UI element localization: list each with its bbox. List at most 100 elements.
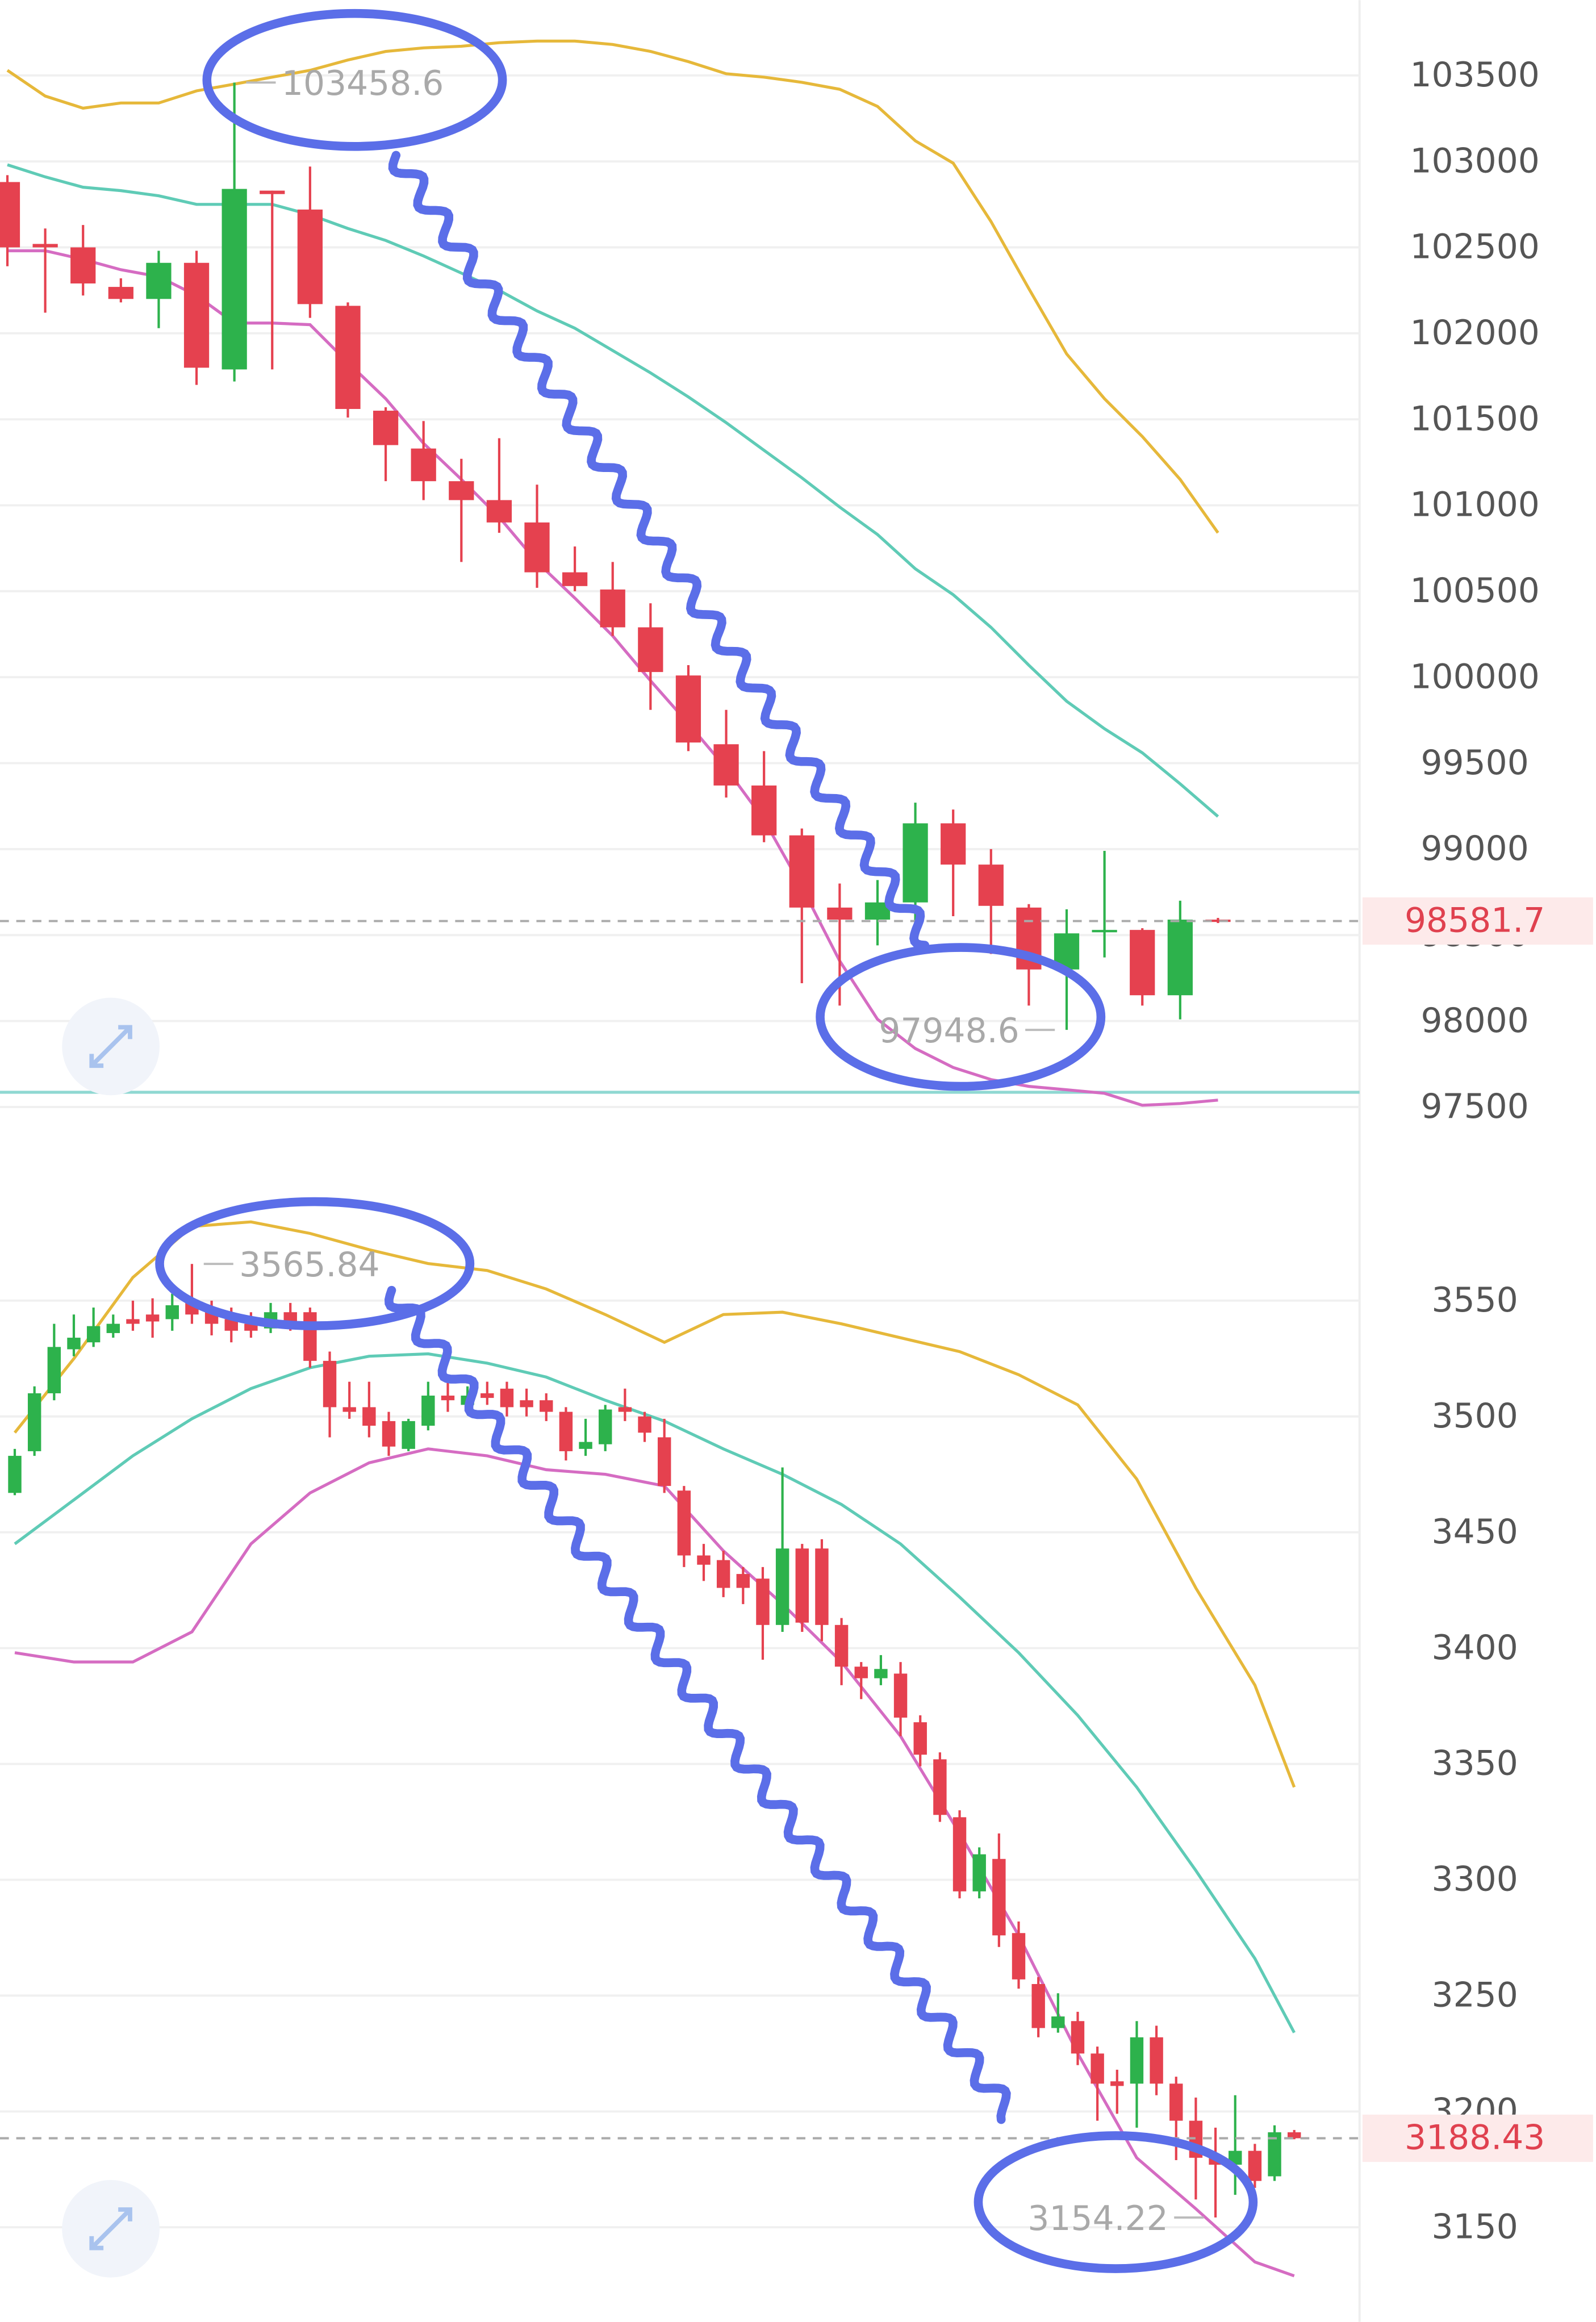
candle-body [1130, 2037, 1144, 2084]
candle-body [520, 1400, 533, 1408]
candle-body [736, 1574, 750, 1588]
candle-body [1130, 930, 1155, 996]
candle-body [70, 247, 96, 284]
candle-body [1150, 2037, 1163, 2084]
candle-body [1091, 2053, 1104, 2084]
y-tick-label: 101000 [1410, 485, 1539, 525]
candle-body [789, 835, 814, 908]
highlight-circle [202, 9, 507, 151]
candle-body [411, 448, 436, 482]
last-price-label: 3188.43 [1405, 2118, 1545, 2158]
candle-body [86, 1326, 101, 1343]
candle-body [775, 1548, 789, 1625]
y-tick-label: 99500 [1420, 743, 1528, 783]
candle-body [500, 1388, 514, 1408]
band-line [7, 163, 1219, 818]
y-tick-label: 103000 [1410, 141, 1539, 181]
candle-body [362, 1407, 376, 1426]
candle-body [145, 1314, 160, 1322]
candle-body [638, 627, 663, 673]
candle-body [8, 1456, 22, 1493]
candle-body [32, 244, 58, 248]
candle-body [952, 1817, 967, 1891]
candle-body [449, 481, 474, 500]
candle-body [1012, 1933, 1026, 1979]
candle-body [941, 823, 966, 865]
marks-layer: 103458.6 97948.6 98581.7 3565.84 3154.22 3188… [0, 39, 1593, 2278]
y-tick-label: 100000 [1410, 657, 1539, 696]
candle-body [933, 1759, 947, 1815]
candle-body [297, 209, 323, 304]
candle-body [222, 189, 247, 370]
max-label: 3565.84 [239, 1245, 379, 1285]
y-tick-label: 3250 [1432, 1976, 1518, 2015]
y-tick-label: 3300 [1432, 1860, 1518, 1899]
candle-body [677, 1490, 691, 1556]
candle-body [697, 1555, 711, 1565]
candle-body [486, 500, 512, 523]
candle-body [756, 1578, 770, 1625]
candle-body [67, 1338, 81, 1350]
candle-body [1071, 2021, 1085, 2054]
candle-body [1051, 2016, 1065, 2028]
expand-button[interactable] [62, 2179, 160, 2278]
candle-body [260, 190, 285, 194]
band-line [13, 1220, 1296, 1788]
candle-body [1110, 2081, 1124, 2086]
candle-body [675, 675, 701, 743]
candle-body [224, 1319, 238, 1331]
hand-drawn-arrow [388, 151, 930, 950]
candle-body [579, 1442, 592, 1449]
min-label: 97948.6 [879, 1011, 1019, 1051]
candle-body [106, 1323, 120, 1333]
y-tick-label: 97500 [1420, 1087, 1528, 1126]
y-tick-label: 3150 [1432, 2207, 1518, 2246]
candle-body [1268, 2132, 1281, 2177]
expand-icon [89, 1025, 132, 1068]
candle-body [342, 1407, 356, 1412]
candle-body [382, 1421, 396, 1447]
candle-body [638, 1416, 651, 1433]
y-tick-label: 98000 [1420, 1001, 1528, 1041]
candle-body [1167, 920, 1193, 996]
candle-body [244, 1323, 258, 1331]
candle-body [323, 1360, 337, 1408]
candle-body [373, 411, 399, 445]
expand-icon [89, 2207, 132, 2250]
candle-body [657, 1437, 671, 1486]
candle-body [0, 182, 20, 248]
candle-body [1205, 920, 1231, 922]
highlight-circle [155, 1197, 475, 1330]
candle-body [893, 1673, 908, 1718]
candle-body [27, 1393, 41, 1451]
candle-body [481, 1393, 494, 1398]
candle-body [47, 1347, 61, 1393]
candle-body [716, 1560, 730, 1588]
candle-body [713, 744, 739, 786]
candle-body [834, 1624, 849, 1667]
y-tick-label: 101500 [1410, 399, 1539, 438]
y-tick-label: 3450 [1432, 1512, 1518, 1552]
candle-body [146, 262, 172, 299]
candle-body [402, 1421, 415, 1449]
y-tick-label: 103500 [1410, 55, 1539, 95]
y-tick-label: 100500 [1410, 571, 1539, 611]
candle-body [854, 1667, 868, 1678]
candle-body [1169, 2083, 1183, 2121]
candle-body [992, 1859, 1006, 1936]
candle-body [1287, 2132, 1301, 2139]
highlight-circle [974, 2131, 1258, 2273]
y-tick-label: 3400 [1432, 1628, 1518, 1668]
y-tick-label: 102000 [1410, 313, 1539, 353]
candle-body [978, 865, 1004, 906]
candle-body [827, 907, 853, 920]
candle-body [618, 1407, 632, 1412]
expand-button[interactable] [62, 997, 160, 1096]
candle-body [815, 1548, 829, 1625]
candle-body [524, 522, 550, 573]
hand-drawing [155, 9, 1258, 2273]
candle-body [599, 1409, 612, 1444]
candle-body [562, 572, 588, 586]
